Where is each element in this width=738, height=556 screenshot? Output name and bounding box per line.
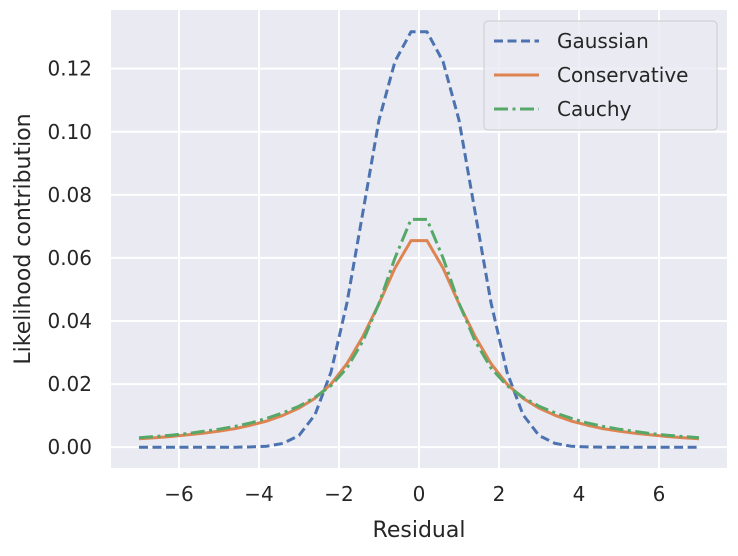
y-tick-label: 0.04 — [47, 309, 92, 333]
x-tick-label: 6 — [653, 482, 666, 506]
x-tick-label: 0 — [413, 482, 426, 506]
x-tick-label: −4 — [244, 482, 273, 506]
legend-label: Cauchy — [557, 97, 632, 121]
series-line-cauchy — [138, 217, 700, 440]
legend-label: Gaussian — [557, 29, 649, 53]
series-line-conservative — [138, 239, 700, 441]
x-tick-label: 2 — [493, 482, 506, 506]
y-tick-label: 0.10 — [47, 120, 92, 144]
y-axis-title: Likelihood contribution — [11, 113, 36, 364]
y-tick-label: 0.00 — [47, 435, 92, 459]
y-tick-label: 0.06 — [47, 246, 92, 270]
x-tick-label: 4 — [573, 482, 586, 506]
x-tick-label: −6 — [164, 482, 193, 506]
y-tick-label: 0.12 — [47, 57, 92, 81]
legend-label: Conservative — [557, 63, 688, 87]
y-tick-label: 0.02 — [47, 372, 92, 396]
x-tick-labels: −6 −4 −2 0 2 4 6 — [164, 482, 665, 506]
y-tick-label: 0.08 — [47, 183, 92, 207]
legend-box — [483, 20, 718, 131]
legend: Gaussian Conservative Cauchy — [483, 20, 718, 131]
series-layer — [138, 30, 700, 449]
x-axis-title: Residual — [373, 518, 466, 543]
y-tick-labels: 0.00 0.02 0.04 0.06 0.08 0.10 0.12 — [47, 57, 92, 460]
x-tick-label: −2 — [324, 482, 353, 506]
